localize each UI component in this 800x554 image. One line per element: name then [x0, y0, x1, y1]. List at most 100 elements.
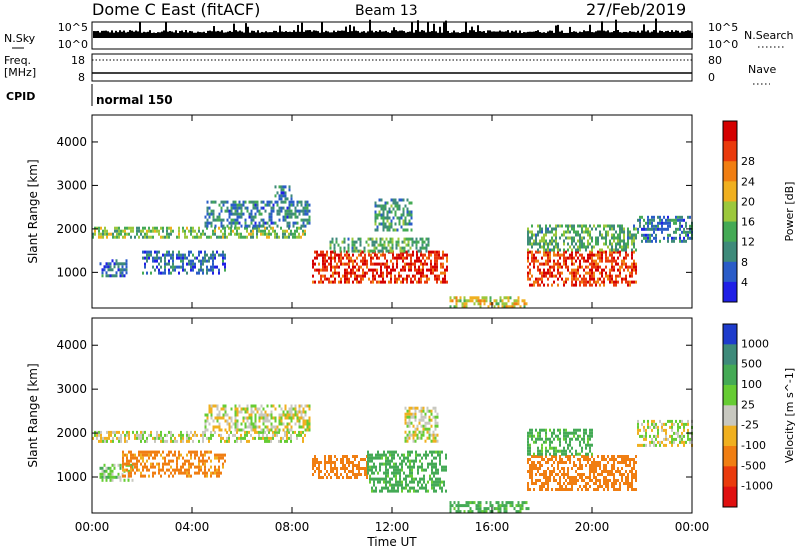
- data-cell: [322, 250, 324, 254]
- nsky-bar: [667, 30, 669, 38]
- data-cell: [341, 240, 344, 244]
- data-cell: [433, 471, 435, 475]
- data-cell: [238, 232, 240, 236]
- data-cell: [633, 250, 635, 254]
- data-cell: [222, 453, 224, 457]
- data-cell: [545, 482, 547, 485]
- data-cell: [397, 243, 400, 247]
- data-cell: [643, 224, 645, 228]
- nsky-bar: [101, 30, 103, 38]
- data-cell: [336, 271, 338, 275]
- colorbar-segment: [723, 221, 737, 243]
- data-cell: [356, 268, 358, 272]
- data-cell: [615, 283, 617, 287]
- data-cell: [316, 458, 318, 461]
- data-cell: [144, 439, 146, 443]
- data-cell: [437, 450, 439, 454]
- data-cell: [109, 478, 112, 482]
- data-cell: [393, 453, 395, 457]
- data-cell: [609, 277, 611, 281]
- data-cell: [631, 236, 633, 240]
- data-cell: [587, 437, 589, 441]
- data-cell: [567, 224, 569, 228]
- data-cell: [111, 268, 114, 272]
- data-cell: [204, 419, 207, 423]
- data-cell: [407, 453, 409, 457]
- data-cell: [479, 510, 482, 514]
- data-cell: [627, 479, 629, 482]
- data-cell: [258, 413, 261, 417]
- data-cell: [236, 226, 238, 230]
- data-cell: [479, 302, 482, 306]
- data-cell: [178, 229, 180, 233]
- data-cell: [306, 218, 309, 222]
- data-cell: [611, 253, 613, 257]
- data-cell: [617, 242, 619, 246]
- nsky-bar: [361, 31, 363, 38]
- data-cell: [601, 256, 603, 260]
- data-cell: [533, 434, 535, 438]
- data-cell: [404, 412, 407, 416]
- data-cell: [324, 253, 326, 257]
- data-cell: [260, 232, 262, 236]
- data-cell: [581, 253, 583, 257]
- data-cell: [154, 453, 156, 457]
- data-cell: [571, 479, 573, 482]
- data-cell: [405, 474, 407, 478]
- data-cell: [689, 236, 691, 240]
- nsky-bar: [321, 21, 323, 38]
- data-cell: [423, 468, 425, 472]
- data-cell: [555, 230, 557, 234]
- data-cell: [302, 206, 305, 210]
- data-cell: [649, 221, 651, 225]
- data-cell: [224, 229, 226, 233]
- data-cell: [178, 235, 180, 239]
- data-cell: [619, 488, 621, 491]
- data-cell: [601, 271, 603, 275]
- data-cell: [499, 296, 502, 300]
- data-cell: [663, 428, 665, 432]
- data-cell: [607, 277, 609, 281]
- data-cell: [531, 470, 533, 473]
- data-cell: [587, 488, 589, 491]
- data-cell: [426, 280, 428, 284]
- data-cell: [521, 507, 524, 511]
- data-cell: [581, 242, 583, 246]
- data-cell: [565, 428, 567, 432]
- data-cell: [346, 277, 348, 281]
- data-cell: [186, 459, 188, 463]
- x-tick-label: 00:00: [75, 520, 110, 534]
- data-cell: [603, 250, 605, 254]
- data-cell: [194, 430, 196, 434]
- data-cell: [312, 473, 314, 476]
- data-cell: [575, 470, 577, 473]
- data-cell: [226, 235, 228, 239]
- data-cell: [547, 277, 549, 281]
- data-cell: [212, 271, 214, 275]
- data-cell: [419, 246, 422, 250]
- colorbar-tick-label: -100: [741, 439, 766, 452]
- data-cell: [385, 480, 387, 484]
- data-cell: [150, 229, 152, 233]
- data-cell: [246, 425, 249, 429]
- data-cell: [252, 200, 255, 204]
- data-cell: [238, 200, 241, 204]
- nsky-bar: [193, 32, 195, 38]
- data-cell: [162, 253, 164, 257]
- data-cell: [531, 455, 533, 458]
- data-cell: [406, 210, 409, 214]
- data-cell: [413, 462, 415, 466]
- colorbar-tick-label: 16: [741, 216, 755, 229]
- data-cell: [246, 430, 248, 434]
- data-cell: [136, 459, 138, 463]
- data-cell: [438, 256, 440, 260]
- data-cell: [397, 240, 400, 244]
- data-cell: [210, 459, 212, 463]
- data-cell: [657, 434, 659, 438]
- data-cell: [407, 459, 409, 463]
- data-cell: [202, 268, 204, 272]
- data-cell: [455, 510, 458, 514]
- data-cell: [170, 430, 172, 434]
- data-cell: [645, 437, 647, 441]
- data-cell: [431, 468, 433, 472]
